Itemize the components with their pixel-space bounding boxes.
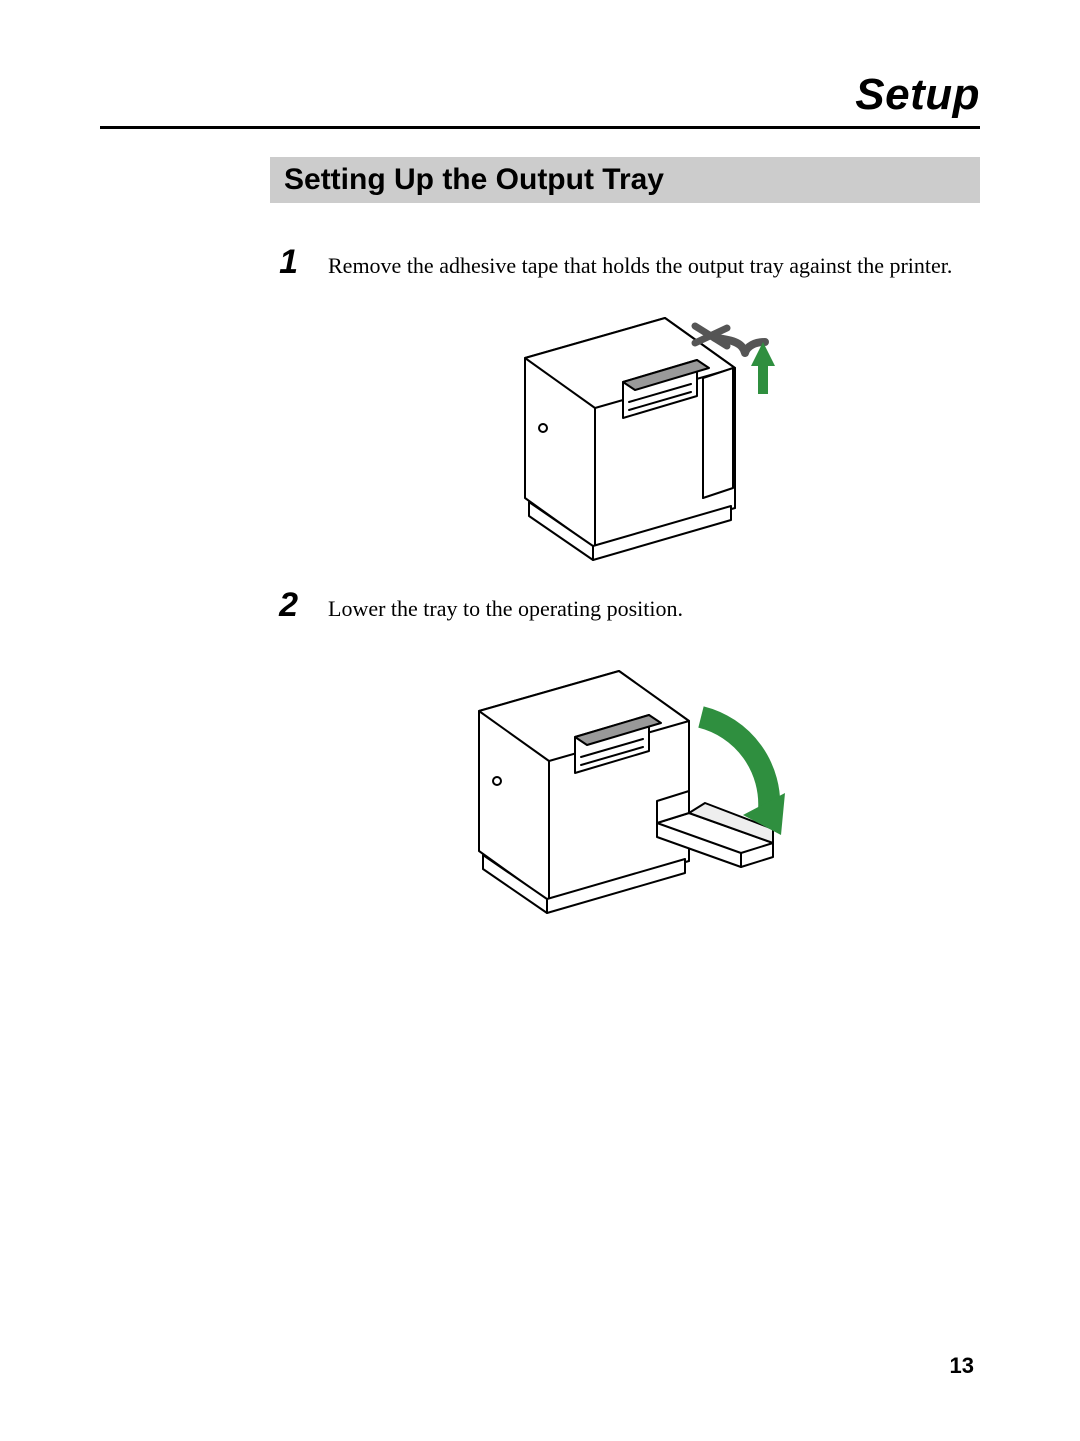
page-number: 13 [950,1353,974,1379]
figure-lower-tray [270,641,980,931]
step: 1 Remove the adhesive tape that holds th… [270,249,980,282]
up-arrow-icon [751,342,775,394]
steps-list: 1 Remove the adhesive tape that holds th… [270,249,980,931]
step-text: Lower the tray to the operating position… [328,592,980,625]
printer-illustration-2 [425,641,825,931]
section: Setting Up the Output Tray 1 Remove the … [270,157,980,931]
step: 2 Lower the tray to the operating positi… [270,592,980,625]
section-heading: Setting Up the Output Tray [270,157,980,203]
step-number: 1 [270,245,298,279]
step-number: 2 [270,588,298,622]
chapter-rule [100,126,980,129]
step-body: Remove the adhesive tape that holds the … [328,249,980,282]
chapter-title: Setup [100,70,980,120]
step-body: Lower the tray to the operating position… [328,592,980,625]
step-text: Remove the adhesive tape that holds the … [328,249,980,282]
printer-illustration-1 [465,298,785,568]
figure-remove-tape [270,298,980,568]
